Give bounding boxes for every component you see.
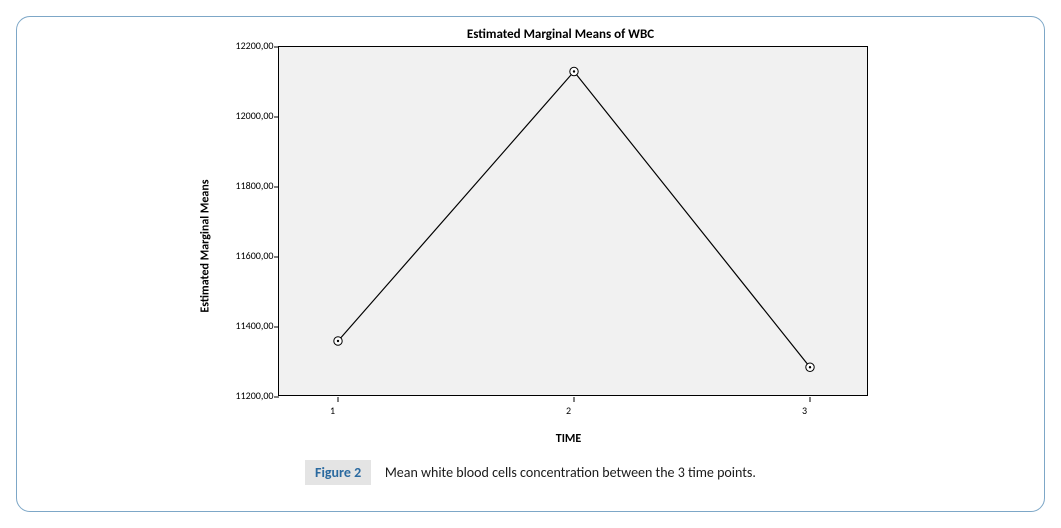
y-tick-label: 12000,00 <box>236 111 274 121</box>
x-tick-labels: 1 2 3 <box>274 396 864 422</box>
figure-number-badge: Figure 2 <box>305 460 371 485</box>
x-tick-label: 1 <box>330 404 335 417</box>
chart-container: Estimated Marginal Means 12200,0012000,0… <box>37 46 1024 446</box>
x-axis-label: TIME <box>274 432 864 446</box>
y-tick-label: 11800,00 <box>236 181 274 191</box>
x-tick-label: 3 <box>802 404 807 417</box>
y-tick-label: 12200,00 <box>236 41 274 51</box>
y-tick-label: 11600,00 <box>236 251 274 261</box>
plot-area <box>278 46 868 396</box>
figure-caption-text: Mean white blood cells concentration bet… <box>385 464 756 481</box>
y-tick-labels: 12200,0012000,0011800,0011600,0011400,00… <box>218 46 278 396</box>
figure-caption: Figure 2 Mean white blood cells concentr… <box>37 460 1024 485</box>
figure-frame: Estimated Marginal Means of WBC Estimate… <box>16 16 1045 512</box>
plot-row: 12200,0012000,0011800,0011600,0011400,00… <box>218 46 868 396</box>
y-axis-label: Estimated Marginal Means <box>199 179 213 312</box>
plot-column: 12200,0012000,0011800,0011600,0011400,00… <box>218 46 868 446</box>
y-tick-label: 11400,00 <box>236 321 274 331</box>
x-tick-label: 2 <box>566 404 571 417</box>
y-tick-label: 11200,00 <box>236 391 274 401</box>
y-axis-label-container: Estimated Marginal Means <box>194 71 218 421</box>
chart-svg <box>279 47 869 397</box>
